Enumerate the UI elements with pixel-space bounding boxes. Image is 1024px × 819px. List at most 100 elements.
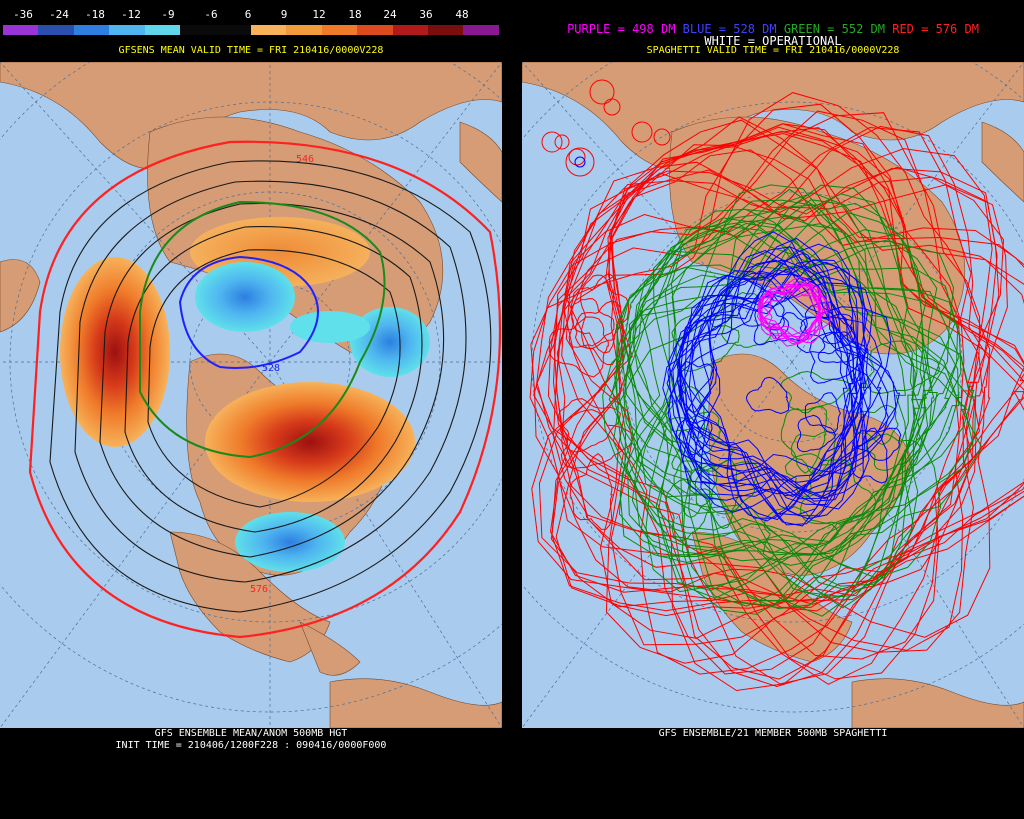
contour-labels: 546 576 <box>250 154 314 595</box>
spaghetti-contour <box>796 301 856 355</box>
spaghetti-contour <box>622 217 957 607</box>
colorbar-swatch <box>392 25 429 35</box>
mean-footer-init: INIT TIME = 210406/1200F228 : 090416/000… <box>115 740 387 751</box>
spaghetti-contour <box>626 226 962 615</box>
spaghetti-legend: PURPLE = 498 DM BLUE = 528 DM GREEN = 55… <box>522 22 1024 36</box>
spaghetti-contour <box>563 146 1024 664</box>
spaghetti-contour <box>536 148 993 685</box>
spaghetti-contour <box>667 245 854 506</box>
spaghetti-contour <box>800 462 877 525</box>
spaghetti-contour <box>552 126 981 685</box>
colorbar-label: 48 <box>455 8 469 21</box>
anomaly-colorbar <box>3 25 499 35</box>
colorbar-labels: -36 -24 -18 -12 -9 -6 6 9 12 18 24 36 48 <box>3 8 499 22</box>
spaghetti-map-svg <box>522 62 1024 728</box>
colorbar-label: 24 <box>383 8 397 21</box>
spaghetti-contour <box>791 430 837 475</box>
legend-red: RED = 576 DM <box>892 22 979 36</box>
spaghetti-contour <box>618 215 974 556</box>
spaghetti-contour <box>664 386 706 439</box>
spaghetti-contour <box>568 298 615 348</box>
spaghetti-contour <box>618 192 923 587</box>
spaghetti-contour <box>556 125 991 680</box>
contour-labels-blue: 528 <box>262 363 280 374</box>
spaghetti-contour <box>676 361 715 413</box>
mean-map-svg: 546 576 528 <box>0 62 502 728</box>
spaghetti-contour <box>780 406 827 474</box>
contour-528 <box>178 255 319 369</box>
colorbar-swatch <box>3 25 39 35</box>
spaghetti-contour <box>671 259 870 499</box>
spaghetti-contour <box>738 290 785 331</box>
spaghetti-contour <box>796 414 837 453</box>
colorbar-swatch <box>109 25 145 35</box>
colorbar-swatch <box>357 25 393 35</box>
spaghetti-contour <box>688 261 872 520</box>
spaghetti-contour <box>817 331 868 364</box>
ensemble-mean-panel: -36 -24 -18 -12 -9 -6 6 9 12 18 24 36 48… <box>0 0 502 819</box>
spaghetti-498 <box>756 276 831 347</box>
colorbar-label: 12 <box>312 8 326 21</box>
spaghetti-contour <box>553 112 985 653</box>
contour-552 <box>139 200 386 459</box>
spaghetti-contour <box>579 274 630 350</box>
spaghetti-contour <box>533 166 998 688</box>
spaghetti-contour <box>679 253 866 510</box>
colorbar-swatch <box>144 25 181 35</box>
spaghetti-contour <box>679 237 862 502</box>
spaghetti-528 <box>662 231 902 527</box>
colorbar-label: 6 <box>244 8 252 21</box>
mean-footer-title: GFS ENSEMBLE MEAN/ANOM 500MB HGT <box>154 728 348 739</box>
colorbar-label: -12 <box>121 8 141 21</box>
spaghetti-contour <box>602 184 919 573</box>
spaghetti-552 <box>602 184 983 617</box>
colorbar-label: -36 <box>13 8 33 21</box>
spaghetti-contour <box>611 193 915 598</box>
spaghetti-contour <box>632 220 959 599</box>
legend-green: GREEN = 552 DM <box>783 22 885 36</box>
spaghetti-contour <box>848 427 889 484</box>
legend-white: WHITE = OPERATIONAL <box>704 34 842 48</box>
spaghetti-contour <box>558 398 621 453</box>
spaghetti-contour <box>547 169 1008 692</box>
spaghetti-contour <box>760 285 831 337</box>
spaghetti-contour <box>678 274 873 521</box>
landmass <box>522 62 1024 728</box>
spaghetti-contour <box>693 270 901 497</box>
colorbar-label: -6 <box>204 8 218 21</box>
colorbar-label: 18 <box>348 8 362 21</box>
spaghetti-contour <box>624 212 929 617</box>
spaghetti-contour <box>681 266 867 527</box>
mean-anomaly-map: 546 576 528 <box>0 62 502 728</box>
colorbar-swatch <box>463 25 499 35</box>
colorbar-swatch <box>428 25 464 35</box>
spaghetti-contour <box>664 479 713 541</box>
legend-purple: PURPLE = 498 DM <box>567 22 676 36</box>
colorbar-swatch <box>215 25 251 35</box>
spaghetti-contour <box>758 283 822 344</box>
height-contours <box>49 160 492 613</box>
spaghetti-contour <box>761 283 830 340</box>
colorbar-label: -9 <box>161 8 175 21</box>
spaghetti-contour <box>615 226 938 607</box>
spaghetti-contour <box>560 409 634 469</box>
colorbar-label: 36 <box>419 8 433 21</box>
spaghetti-panel: PURPLE = 498 DM BLUE = 528 DM GREEN = 55… <box>522 0 1024 819</box>
spaghetti-blue-small <box>574 156 586 168</box>
spaghetti-contour <box>565 119 1024 646</box>
spaghetti-contour <box>809 331 866 384</box>
spaghetti-contour <box>570 273 622 354</box>
spaghetti-contour <box>569 452 613 530</box>
spaghetti-valid-time: SPAGHETTI VALID TIME = FRI 210416/0000V2… <box>646 45 900 56</box>
spaghetti-contour <box>631 204 977 556</box>
spaghetti-contour <box>538 126 1024 605</box>
colorbar-swatch <box>286 25 322 35</box>
spaghetti-contour <box>852 427 902 461</box>
spaghetti-contour <box>865 340 941 395</box>
spaghetti-contour <box>561 149 1024 675</box>
spaghetti-contour <box>686 259 897 486</box>
spaghetti-map <box>522 62 1024 728</box>
spaghetti-contour <box>548 316 609 378</box>
colorbar-swatch <box>180 25 216 35</box>
colorbar-label: 9 <box>280 8 288 21</box>
